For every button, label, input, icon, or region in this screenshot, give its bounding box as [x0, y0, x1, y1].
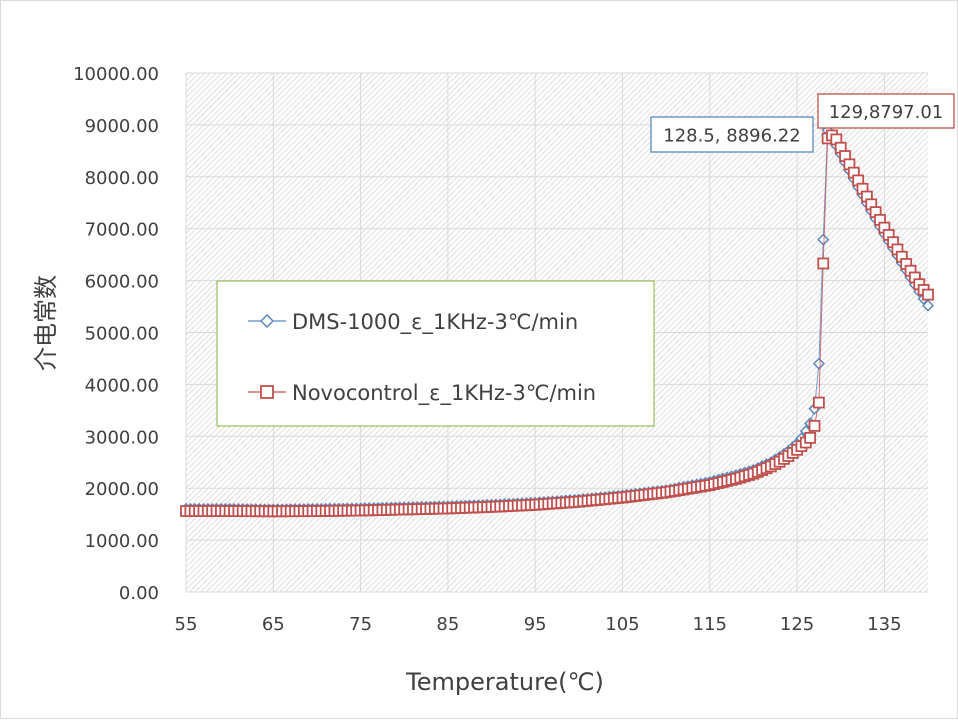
x-tick-label: 85	[436, 614, 459, 635]
y-tick-label: 6000.00	[85, 272, 159, 293]
legend-marker-diamond	[259, 313, 275, 329]
x-axis-label: Temperature(℃)	[405, 668, 604, 696]
legend-entry-1: Novocontrol_ε_1KHz-3℃/min	[248, 381, 596, 406]
x-tick-label: 105	[605, 614, 639, 635]
legend-label: Novocontrol_ε_1KHz-3℃/min	[292, 381, 596, 406]
y-tick-label: 10000.00	[73, 64, 159, 85]
data-label-box	[650, 116, 814, 153]
data-label-text: 128.5, 8896.22	[663, 126, 800, 147]
x-tick-label: 115	[693, 614, 727, 635]
y-tick-label: 9000.00	[85, 116, 159, 137]
data-label-layer: 128.5, 8896.22 129,8797.01	[650, 93, 955, 153]
legend: DMS-1000_ε_1KHz-3℃/min Novocontrol_ε_1KHz…	[216, 280, 655, 427]
data-point-diamond	[817, 233, 830, 246]
x-tick-label: 55	[175, 614, 198, 635]
y-tick-label: 5000.00	[85, 324, 159, 345]
data-label-text: 129,8797.01	[829, 102, 944, 123]
y-tick-label: 1000.00	[85, 531, 159, 552]
y-axis-label: 介电常数	[32, 275, 60, 371]
data-label-0: 128.5, 8896.22	[650, 116, 814, 153]
data-point-square	[804, 431, 817, 444]
y-tick-label: 2000.00	[85, 479, 159, 500]
x-tick-label: 135	[867, 614, 901, 635]
data-label-1: 129,8797.01	[817, 93, 955, 129]
y-tick-label: 0.00	[119, 583, 159, 604]
x-tick-label: 75	[349, 614, 372, 635]
data-point-square	[817, 257, 830, 270]
x-tick-label: 65	[262, 614, 285, 635]
data-point-diamond	[921, 299, 935, 312]
y-tick-label: 8000.00	[85, 168, 159, 189]
data-label-box	[817, 93, 955, 129]
legend-label: DMS-1000_ε_1KHz-3℃/min	[292, 310, 578, 335]
y-tick-label: 3000.00	[85, 427, 159, 448]
data-point-square	[922, 288, 934, 301]
x-tick-label: 125	[780, 614, 814, 635]
x-tick-label: 95	[524, 614, 547, 635]
legend-box	[216, 280, 655, 427]
data-point-square	[812, 396, 825, 409]
tick-labels: 0.00 1000.00 2000.00 3000.00 4000.00 5000.00 6…	[73, 64, 901, 635]
y-tick-label: 7000.00	[85, 220, 159, 241]
legend-marker-square	[260, 385, 274, 399]
y-tick-label: 4000.00	[85, 375, 159, 396]
series-1	[180, 129, 934, 518]
data-point-diamond	[812, 357, 825, 370]
data-point-square	[808, 420, 821, 432]
legend-entry-0: DMS-1000_ε_1KHz-3℃/min	[248, 310, 578, 335]
series-layer	[179, 124, 935, 518]
